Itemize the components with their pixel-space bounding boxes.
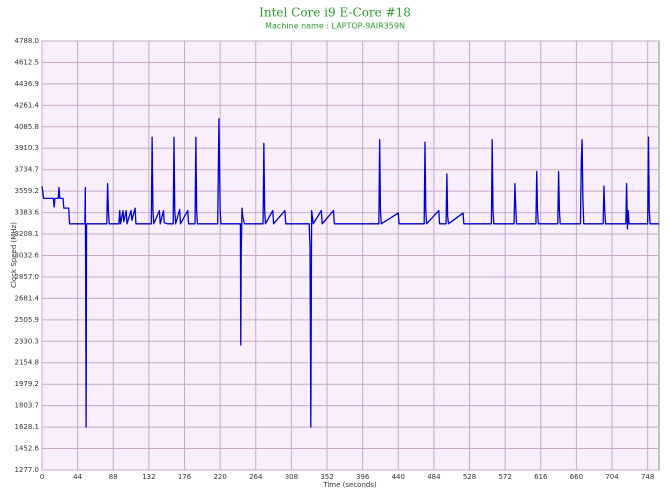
y-tick-label: 4436.9 <box>15 80 40 88</box>
chart-title: Intel Core i9 E-Core #18 <box>259 6 411 20</box>
x-tick-label: 0 <box>40 473 44 481</box>
x-tick-label: 88 <box>109 473 118 481</box>
y-tick-label: 3383.6 <box>15 209 40 217</box>
y-tick-label: 3032.6 <box>15 251 40 259</box>
y-tick-label: 3559.2 <box>15 187 40 195</box>
x-tick-label: 616 <box>534 473 548 481</box>
y-tick-label: 1628.1 <box>15 423 40 431</box>
x-tick-label: 396 <box>356 473 370 481</box>
y-tick-label: 3734.7 <box>15 166 40 174</box>
x-tick-label: 572 <box>498 473 511 481</box>
x-tick-label: 528 <box>463 473 476 481</box>
y-tick-label: 2505.9 <box>15 316 40 324</box>
y-tick-label: 1979.2 <box>15 380 40 388</box>
y-tick-label: 2857.0 <box>15 273 40 281</box>
x-tick-label: 220 <box>213 473 226 481</box>
y-tick-label: 1277.0 <box>15 466 40 474</box>
x-tick-label: 44 <box>73 473 82 481</box>
y-tick-label: 3208.1 <box>15 230 40 238</box>
data-line <box>41 118 659 428</box>
x-tick-label: 704 <box>605 473 619 481</box>
x-tick-label: 264 <box>249 473 263 481</box>
y-tick-label: 2154.8 <box>15 359 40 367</box>
y-tick-label: 2330.3 <box>15 337 40 345</box>
y-tick-label: 1452.6 <box>15 445 40 453</box>
y-tick-label: 4612.5 <box>15 58 40 66</box>
y-tick-label: 4788.0 <box>15 37 40 45</box>
y-tick-label: 4085.8 <box>15 123 40 131</box>
y-tick-label: 2681.4 <box>15 294 40 302</box>
x-tick-label: 484 <box>427 473 441 481</box>
x-tick-label: 308 <box>285 473 298 481</box>
y-axis-label: Clock Speed (MHz) <box>10 222 18 288</box>
y-tick-label: 3910.3 <box>15 144 40 152</box>
x-axis-label: Time (seconds) <box>322 481 377 489</box>
x-tick-label: 440 <box>392 473 405 481</box>
x-tick-label: 748 <box>641 473 654 481</box>
x-tick-label: 132 <box>142 473 155 481</box>
x-tick-label: 660 <box>570 473 583 481</box>
chart-subtitle: Machine name : LAPTOP-9AIR359N <box>265 22 405 31</box>
y-tick-label: 1803.7 <box>15 402 40 410</box>
y-tick-label: 4261.4 <box>15 101 40 109</box>
x-tick-label: 176 <box>178 473 192 481</box>
x-tick-label: 352 <box>320 473 333 481</box>
